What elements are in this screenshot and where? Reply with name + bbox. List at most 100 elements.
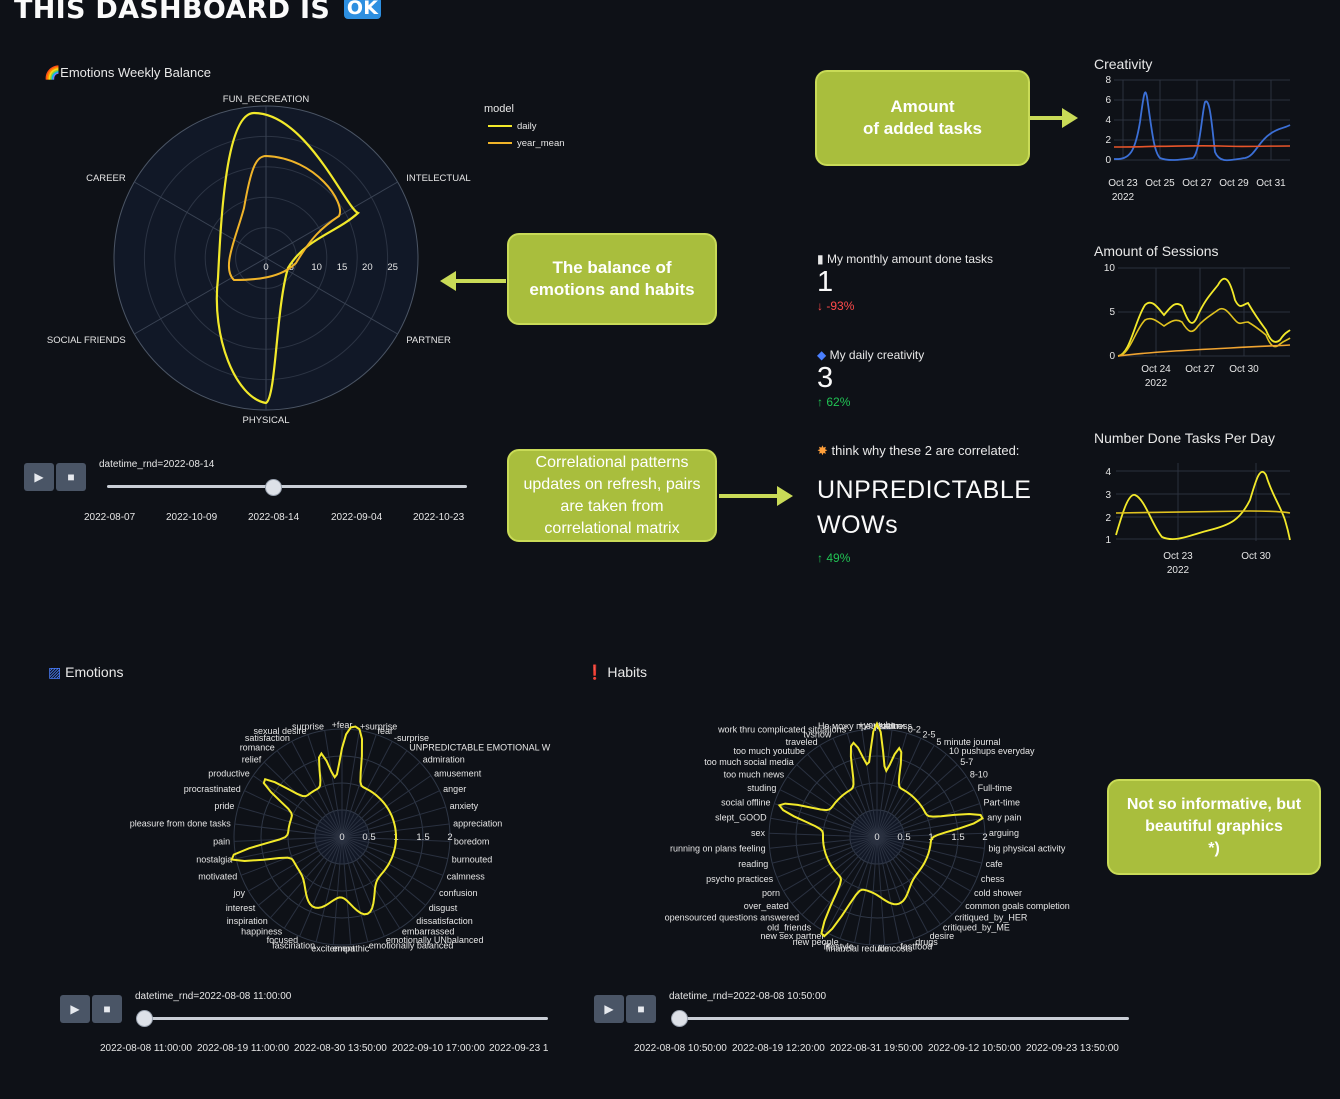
- play-button[interactable]: ▶: [594, 995, 624, 1023]
- emotions-slider-handle[interactable]: [136, 1010, 153, 1027]
- habits-slider-track[interactable]: [677, 1017, 1129, 1020]
- stop-button[interactable]: ■: [92, 995, 122, 1023]
- radar-axis-label: satisfaction: [245, 733, 290, 743]
- radar-axis-label: PARTNER: [406, 335, 451, 346]
- radar-axis-label: lifestyle: [824, 942, 854, 952]
- creativity-chart-title: Creativity: [1094, 56, 1153, 72]
- radar-axis-label: 2-5: [923, 730, 936, 740]
- svg-text:Oct 23: Oct 23: [1163, 551, 1193, 562]
- radar-axis-label: UNPREDICTABLE EMOTIONAL W: [409, 742, 551, 752]
- metric-value: UNPREDICTABLE WOWs: [817, 476, 1032, 539]
- legend-title: model: [484, 103, 514, 115]
- radar-axis-label: embarrassed: [402, 927, 455, 937]
- radar-axis-label: drugs: [915, 937, 938, 947]
- main-slider-handle[interactable]: [265, 479, 282, 496]
- stop-button[interactable]: ■: [626, 995, 656, 1023]
- radar-tick-label: 2: [447, 832, 452, 843]
- emotions-section-title: ▨ Emotions: [48, 664, 124, 680]
- radar-axis-label: FUN_RECREATION: [223, 94, 310, 105]
- radar-axis-label: 10 pushups everyday: [949, 746, 1035, 756]
- radar-axis-label: inspiration: [227, 916, 268, 926]
- radar-spoke: [868, 836, 878, 945]
- arrow-down-icon: ↓: [817, 299, 823, 313]
- radar-tick-label: 0: [874, 832, 879, 843]
- radar-spoke: [876, 832, 985, 838]
- radar-spoke: [876, 817, 984, 838]
- radar-axis-label: nostalgia: [196, 854, 232, 864]
- radar-spoke: [876, 836, 900, 943]
- callout-informative: Not so informative, but beautiful graphi…: [1107, 779, 1321, 875]
- radar-axis-label: excitement: [311, 944, 355, 954]
- radar-axis-label: procrastinated: [184, 784, 241, 794]
- radar-axis-label: disgust: [429, 903, 458, 913]
- emotions-slider-label: datetime_rnd=2022-08-08 11:00:00: [135, 991, 292, 1002]
- radar-axis-label: common goals completion: [965, 901, 1070, 911]
- metric-monthly-tasks: ▮ My monthly amount done tasks 1 ↓ -93%: [817, 252, 1077, 313]
- svg-text:0: 0: [1109, 351, 1115, 362]
- radar-spoke: [861, 729, 878, 838]
- radar-axis-label: social offline: [721, 797, 770, 807]
- radar-axis-label: studing: [747, 783, 776, 793]
- svg-text:Oct 23: Oct 23: [1108, 178, 1138, 189]
- play-button[interactable]: ▶: [60, 995, 90, 1023]
- sessions-chart-title: Amount of Sessions: [1094, 243, 1219, 259]
- svg-text:5: 5: [1109, 307, 1115, 318]
- svg-text:3: 3: [1105, 490, 1111, 501]
- habits-section-title: ❗ Habits: [586, 664, 648, 680]
- play-button[interactable]: ▶: [24, 463, 54, 491]
- emotions-icon: ▨: [48, 664, 62, 680]
- radar-spoke: [134, 257, 267, 335]
- radar-tick-label: 20: [362, 262, 373, 273]
- radar-axis-label: too much social media: [704, 757, 794, 767]
- radar-axis-label: PHYSICAL: [243, 415, 290, 423]
- radar-spoke: [341, 730, 360, 838]
- radar-axis-label: financial reduce costs: [826, 944, 913, 954]
- radar-spoke: [341, 836, 401, 929]
- radar-axis-label: SOCIAL FRIENDS: [47, 335, 126, 346]
- svg-text:2022: 2022: [1112, 192, 1135, 203]
- radar-axis-label: Не можу прециовати: [818, 721, 905, 731]
- main-slider-controls: ▶ ■: [24, 463, 86, 491]
- radar-spoke: [876, 836, 941, 925]
- radar-axis-label: critiqued_by_HER: [955, 913, 1028, 923]
- radar-spoke: [839, 836, 878, 939]
- radar-axis-label: surprise: [292, 721, 324, 731]
- radar-axis-label: burnouted: [452, 854, 493, 864]
- svg-text:1: 1: [1105, 535, 1111, 546]
- radar-spoke: [341, 836, 385, 937]
- radar-axis-label: focused: [267, 935, 299, 945]
- svg-text:2022: 2022: [1167, 565, 1190, 576]
- radar-axis-label: 8-10: [970, 769, 988, 779]
- radar-axis-label: reading: [738, 859, 768, 869]
- radar-axis-label: chess: [981, 874, 1005, 884]
- metric-value: 3: [817, 362, 834, 394]
- radar-series: [777, 721, 984, 938]
- radar-spoke: [876, 733, 908, 838]
- creativity-chart: 8 6 4 2 0 Oct 23 Oct 25 Oct 27 Oct 29 Oct 31 202…: [1105, 75, 1291, 203]
- radar-axis-label: work thru complicated situations: [717, 724, 847, 734]
- emotions-radar: +fear +surprisefear-surpriseUNPREDICTABLE…: [130, 720, 551, 954]
- radar-axis-label: big physical activity: [988, 844, 1066, 854]
- radar-series-year-mean: [227, 154, 341, 282]
- radar-spoke: [876, 836, 886, 945]
- radar-series-daily: [215, 111, 361, 405]
- radar-tick-label: 1: [928, 832, 933, 843]
- svg-text:Oct 29: Oct 29: [1219, 178, 1249, 189]
- radar-axis-label: fastfood: [900, 942, 932, 952]
- radar-spoke: [324, 730, 343, 838]
- radar-axis-label: new people: [793, 937, 839, 947]
- emotions-balance-radar: FUN_RECREATION INTELECTUAL PARTNER PHYSICAL…: [47, 94, 565, 423]
- svg-text:10: 10: [1104, 263, 1116, 274]
- main-slider-track[interactable]: [107, 485, 467, 488]
- stop-button[interactable]: ■: [56, 463, 86, 491]
- radar-tick-label: 0: [263, 262, 268, 273]
- emotions-slider-track[interactable]: [142, 1017, 548, 1020]
- habits-slider-handle[interactable]: [671, 1010, 688, 1027]
- radar-spoke: [341, 836, 352, 945]
- radar-axis-label: fear: [377, 726, 393, 736]
- radar-axis-label: 5 minute journal: [936, 737, 1000, 747]
- radar-axis-label: slept_GOOD: [715, 813, 767, 823]
- radar-axis-label: Full-time: [978, 783, 1013, 793]
- svg-text:Oct 25: Oct 25: [1145, 178, 1175, 189]
